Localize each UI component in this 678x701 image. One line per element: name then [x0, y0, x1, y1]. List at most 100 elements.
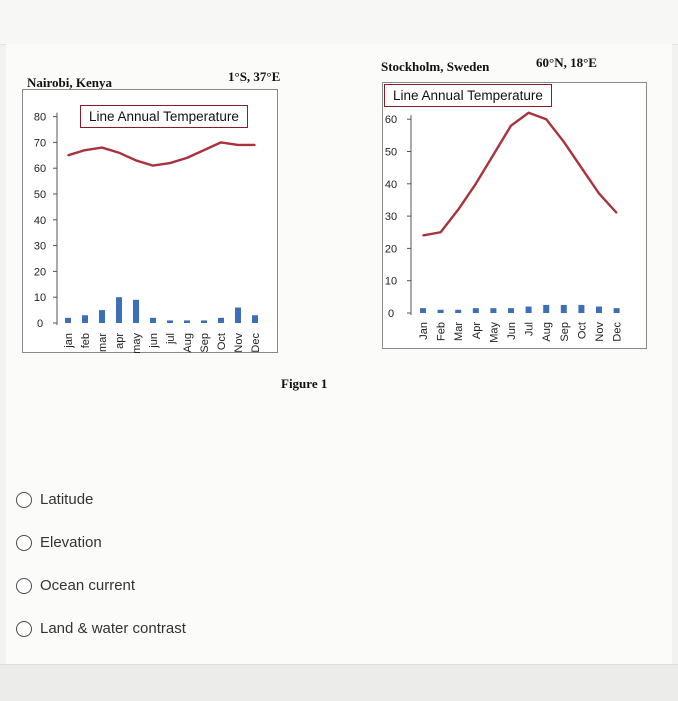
- precipitation-bar: [508, 308, 514, 313]
- option-label: Elevation: [40, 534, 102, 551]
- chart-2-location: Stockholm, Sweden: [381, 59, 490, 74]
- x-category-label: Aug: [182, 333, 194, 353]
- precipitation-bar: [201, 320, 207, 323]
- temperature-point: [475, 183, 477, 185]
- temperature-point: [510, 124, 512, 127]
- precipitation-bar: [437, 309, 444, 313]
- y-tick-label: 40: [34, 215, 46, 227]
- x-category-label: Jul: [524, 322, 536, 336]
- option-latitude[interactable]: Latitude: [16, 478, 186, 521]
- bottom-band: [0, 664, 678, 701]
- x-category-label: Sep: [199, 333, 211, 353]
- temperature-point: [254, 144, 256, 146]
- y-tick-label: 0: [37, 318, 43, 330]
- temperature-point: [118, 151, 120, 154]
- temperature-point: [422, 234, 424, 237]
- x-category-label: Jun: [506, 322, 518, 340]
- figure-caption: Figure 1: [281, 376, 328, 391]
- y-tick-label: 0: [388, 308, 394, 320]
- temperature-point: [84, 149, 86, 151]
- chart-1-location: Nairobi, Kenya: [27, 75, 112, 90]
- temperature-point: [101, 146, 103, 149]
- x-category-label: Nov: [594, 322, 606, 342]
- y-tick-label: 50: [34, 189, 46, 201]
- precipitation-bar: [235, 307, 241, 323]
- chart-2-frame: [382, 82, 647, 349]
- y-tick-label: 30: [385, 211, 397, 223]
- precipitation-bar: [420, 308, 426, 313]
- temperature-point: [203, 149, 205, 151]
- precipitation-bar: [133, 299, 139, 323]
- x-category-label: Feb: [436, 322, 448, 341]
- x-category-label: Sep: [559, 322, 571, 342]
- precipitation-bar: [116, 297, 122, 323]
- y-tick-label: 20: [385, 243, 397, 255]
- y-tick-label: 60: [34, 163, 46, 175]
- precipitation-bar: [167, 320, 173, 323]
- precipitation-bar: [252, 315, 258, 323]
- chart-2-legend: Line Annual Temperature: [384, 84, 552, 107]
- chart-1-legend: Line Annual Temperature: [80, 105, 248, 128]
- x-category-label: jan: [63, 333, 75, 349]
- option-ocean-current[interactable]: Ocean current: [16, 564, 186, 607]
- y-tick-label: 80: [34, 112, 46, 124]
- precipitation-bar: [543, 304, 550, 313]
- temperature-point: [67, 154, 69, 157]
- y-tick-label: 60: [385, 114, 397, 126]
- chart-2-coordinates: 60°N, 18°E: [536, 55, 597, 70]
- temperature-point: [492, 153, 495, 156]
- x-category-label: feb: [80, 333, 92, 348]
- x-category-label: Oct: [216, 333, 228, 350]
- precipitation-bar: [82, 315, 88, 323]
- precipitation-bar: [65, 317, 71, 323]
- temperature-point: [545, 118, 547, 120]
- y-tick-label: 10: [385, 276, 397, 288]
- temperature-line: [422, 111, 618, 237]
- temperature-point: [615, 212, 618, 214]
- y-tick-label: 10: [34, 292, 46, 304]
- precipitation-bar: [472, 308, 479, 313]
- temperature-point: [439, 231, 442, 234]
- precipitation-bar: [596, 306, 602, 313]
- radio-button-icon[interactable]: [16, 534, 32, 551]
- precipitation-bar: [613, 308, 620, 313]
- temperature-point: [563, 141, 565, 143]
- x-category-label: Dec: [612, 322, 624, 342]
- temperature-point: [186, 157, 188, 159]
- temperature-line: [67, 141, 255, 167]
- x-category-label: Dec: [250, 333, 262, 353]
- temperature-point: [169, 162, 171, 164]
- y-tick-label: 50: [385, 147, 397, 159]
- temperature-point: [598, 192, 600, 195]
- option-label: Ocean current: [40, 577, 136, 594]
- x-category-label: May: [488, 322, 500, 343]
- y-tick-label: 70: [34, 137, 46, 149]
- x-category-label: apr: [114, 333, 126, 349]
- x-category-label: Nov: [233, 333, 245, 353]
- option-label: Land & water contrast: [40, 620, 186, 637]
- temperature-point: [220, 141, 222, 144]
- temperature-point: [152, 164, 154, 167]
- x-category-label: Oct: [576, 322, 588, 339]
- radio-button-icon[interactable]: [16, 491, 32, 508]
- y-tick-label: 40: [385, 179, 397, 191]
- radio-button-icon[interactable]: [16, 577, 32, 594]
- radio-button-icon[interactable]: [16, 620, 32, 637]
- precipitation-bar: [578, 304, 585, 313]
- answer-options: Latitude Elevation Ocean current Land & …: [16, 478, 186, 650]
- x-category-label: jul: [165, 333, 177, 345]
- precipitation-bar: [218, 317, 224, 323]
- precipitation-bar: [184, 320, 190, 323]
- precipitation-bar: [525, 306, 532, 313]
- temperature-point: [527, 111, 530, 114]
- option-land-water-contrast[interactable]: Land & water contrast: [16, 607, 186, 650]
- temperature-point: [457, 208, 460, 211]
- option-elevation[interactable]: Elevation: [16, 521, 186, 564]
- x-category-label: Apr: [471, 322, 483, 339]
- precipitation-bar: [455, 309, 462, 313]
- chart-1-coordinates: 1°S, 37°E: [228, 69, 281, 84]
- temperature-point: [580, 166, 583, 169]
- temperature-point: [135, 159, 137, 162]
